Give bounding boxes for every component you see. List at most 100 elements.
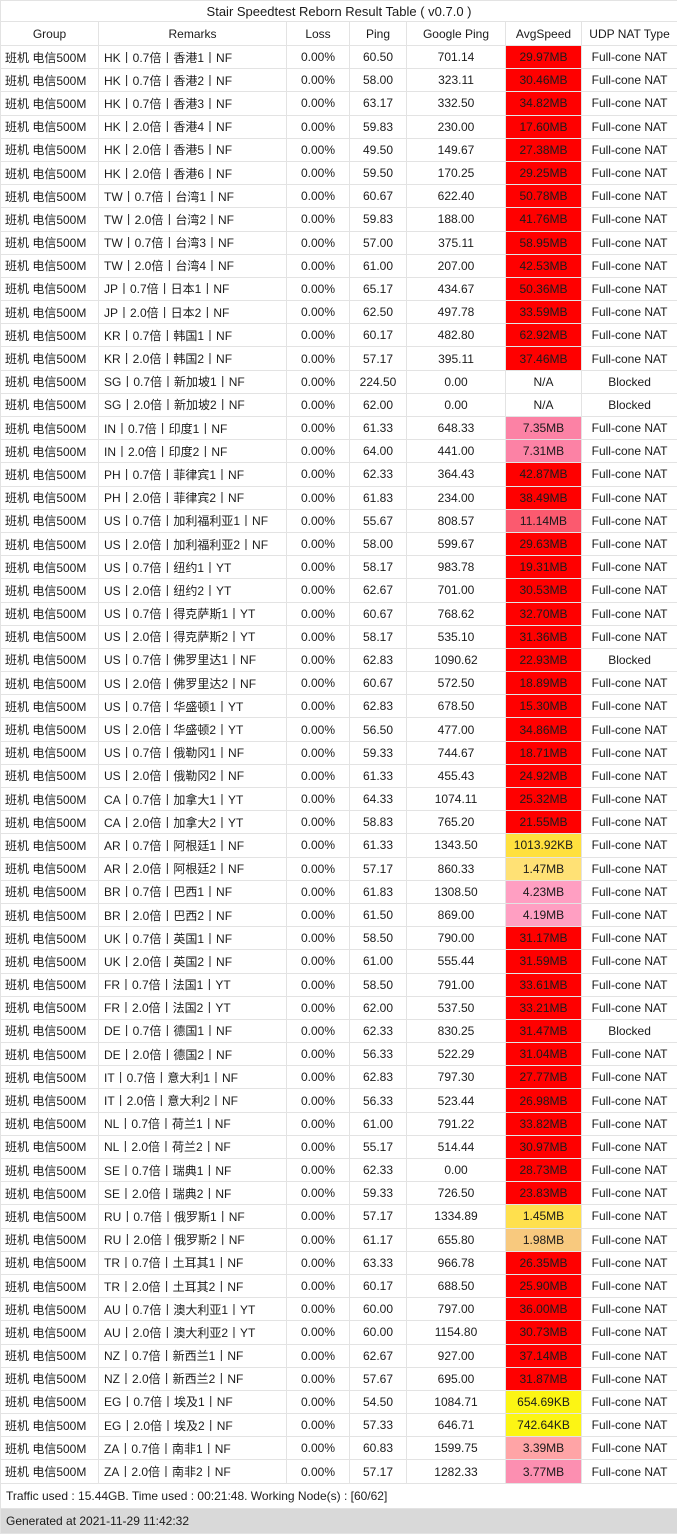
cell-loss: 0.00% bbox=[286, 902, 350, 928]
cell-google_ping: 170.25 bbox=[406, 160, 506, 186]
cell-ping: 64.33 bbox=[349, 786, 407, 812]
result-row: 班机 电信500M UK丨0.7倍丨英国1丨NF 0.00% 58.50 790.00 3… bbox=[0, 926, 677, 951]
cell-loss: 0.00% bbox=[286, 879, 350, 904]
cell-ping: 58.83 bbox=[349, 810, 407, 835]
cell-remarks: RU丨0.7倍丨俄罗斯1丨NF bbox=[98, 1204, 287, 1229]
cell-ping: 57.67 bbox=[349, 1366, 407, 1391]
cell-group: 班机 电信500M bbox=[0, 717, 99, 742]
cell-loss: 0.00% bbox=[286, 1065, 350, 1090]
cell-loss: 0.00% bbox=[286, 1436, 350, 1461]
cell-remarks: US丨0.7倍丨加利福利亚1丨NF bbox=[98, 508, 287, 533]
result-row: 班机 电信500M TW丨2.0倍丨台湾2丨NF 0.00% 59.83 188.00 4… bbox=[0, 207, 677, 232]
cell-group: 班机 电信500M bbox=[0, 786, 99, 812]
cell-nat: Full-cone NAT bbox=[580, 1459, 677, 1484]
cell-group: 班机 电信500M bbox=[0, 1204, 99, 1229]
cell-avgspeed: 1.45MB bbox=[505, 1204, 582, 1229]
cell-google_ping: 0.00 bbox=[406, 392, 506, 418]
result-row: 班机 电信500M SG丨0.7倍丨新加坡1丨NF 0.00% 224.50 0.00 N… bbox=[0, 369, 677, 394]
cell-nat: Full-cone NAT bbox=[580, 1227, 677, 1252]
cell-remarks: HK丨0.7倍丨香港2丨NF bbox=[98, 68, 287, 93]
cell-avgspeed: 26.35MB bbox=[505, 1250, 582, 1275]
result-row: 班机 电信500M DE丨2.0倍丨德国2丨NF 0.00% 56.33 522.29 3… bbox=[0, 1042, 677, 1067]
cell-remarks: NL丨0.7倍丨荷兰1丨NF bbox=[98, 1111, 287, 1136]
cell-google_ping: 477.00 bbox=[406, 717, 506, 742]
cell-avgspeed: 3.39MB bbox=[505, 1436, 582, 1461]
result-row: 班机 电信500M SG丨2.0倍丨新加坡2丨NF 0.00% 62.00 0.00 N/… bbox=[0, 392, 677, 418]
cell-loss: 0.00% bbox=[286, 1042, 350, 1067]
cell-loss: 0.00% bbox=[286, 555, 350, 580]
cell-loss: 0.00% bbox=[286, 740, 350, 765]
cell-avgspeed: 33.61MB bbox=[505, 972, 582, 997]
cell-ping: 54.50 bbox=[349, 1389, 407, 1415]
cell-remarks: NL丨2.0倍丨荷兰2丨NF bbox=[98, 1134, 287, 1160]
cell-remarks: IN丨2.0倍丨印度2丨NF bbox=[98, 439, 287, 464]
cell-group: 班机 电信500M bbox=[0, 508, 99, 533]
cell-remarks: EG丨2.0倍丨埃及2丨NF bbox=[98, 1413, 287, 1438]
cell-google_ping: 797.00 bbox=[406, 1297, 506, 1322]
cell-google_ping: 535.10 bbox=[406, 624, 506, 649]
cell-avgspeed: 18.89MB bbox=[505, 671, 582, 696]
cell-avgspeed: 31.36MB bbox=[505, 624, 582, 649]
cell-nat: Full-cone NAT bbox=[580, 508, 677, 533]
cell-nat: Full-cone NAT bbox=[580, 1181, 677, 1206]
cell-remarks: HK丨0.7倍丨香港1丨NF bbox=[98, 44, 287, 70]
cell-nat: Full-cone NAT bbox=[580, 1250, 677, 1275]
cell-remarks: HK丨2.0倍丨香港5丨NF bbox=[98, 137, 287, 162]
result-row: 班机 电信500M IT丨0.7倍丨意大利1丨NF 0.00% 62.83 797.30… bbox=[0, 1065, 677, 1090]
cell-nat: Full-cone NAT bbox=[580, 1436, 677, 1461]
cell-avgspeed: 29.63MB bbox=[505, 531, 582, 557]
cell-remarks: NZ丨2.0倍丨新西兰2丨NF bbox=[98, 1366, 287, 1391]
cell-loss: 0.00% bbox=[286, 462, 350, 487]
cell-ping: 56.33 bbox=[349, 1088, 407, 1113]
cell-avgspeed: 31.87MB bbox=[505, 1366, 582, 1391]
cell-loss: 0.00% bbox=[286, 1088, 350, 1113]
cell-google_ping: 744.67 bbox=[406, 740, 506, 765]
cell-remarks: KR丨0.7倍丨韩国1丨NF bbox=[98, 323, 287, 348]
cell-google_ping: 1599.75 bbox=[406, 1436, 506, 1461]
cell-google_ping: 790.00 bbox=[406, 926, 506, 951]
cell-group: 班机 电信500M bbox=[0, 392, 99, 418]
cell-avgspeed: 34.86MB bbox=[505, 717, 582, 742]
cell-loss: 0.00% bbox=[286, 995, 350, 1020]
cell-remarks: JP丨2.0倍丨日本2丨NF bbox=[98, 300, 287, 325]
cell-group: 班机 电信500M bbox=[0, 485, 99, 510]
cell-loss: 0.00% bbox=[286, 671, 350, 696]
cell-group: 班机 电信500M bbox=[0, 68, 99, 93]
cell-ping: 57.17 bbox=[349, 856, 407, 881]
cell-loss: 0.00% bbox=[286, 184, 350, 209]
cell-loss: 0.00% bbox=[286, 253, 350, 278]
cell-loss: 0.00% bbox=[286, 392, 350, 418]
cell-avgspeed: 33.82MB bbox=[505, 1111, 582, 1136]
cell-nat: Full-cone NAT bbox=[580, 717, 677, 742]
result-row: 班机 电信500M HK丨2.0倍丨香港6丨NF 0.00% 59.50 170.25 2… bbox=[0, 160, 677, 186]
cell-google_ping: 869.00 bbox=[406, 902, 506, 928]
cell-loss: 0.00% bbox=[286, 230, 350, 255]
cell-ping: 57.00 bbox=[349, 230, 407, 255]
column-header-ping: Ping bbox=[349, 21, 407, 46]
cell-nat: Full-cone NAT bbox=[580, 323, 677, 348]
cell-avgspeed: 50.78MB bbox=[505, 184, 582, 209]
cell-remarks: US丨0.7倍丨华盛顿1丨YT bbox=[98, 694, 287, 719]
cell-loss: 0.00% bbox=[286, 531, 350, 557]
cell-ping: 63.17 bbox=[349, 91, 407, 116]
cell-group: 班机 电信500M bbox=[0, 44, 99, 70]
result-row: 班机 电信500M US丨0.7倍丨俄勒冈1丨NF 0.00% 59.33 744.67… bbox=[0, 740, 677, 765]
cell-group: 班机 电信500M bbox=[0, 1343, 99, 1368]
cell-google_ping: 1343.50 bbox=[406, 833, 506, 858]
cell-ping: 60.83 bbox=[349, 1436, 407, 1461]
result-row: 班机 电信500M US丨2.0倍丨纽约2丨YT 0.00% 62.67 701.00 3… bbox=[0, 578, 677, 603]
cell-ping: 60.67 bbox=[349, 184, 407, 209]
cell-ping: 62.67 bbox=[349, 578, 407, 603]
cell-loss: 0.00% bbox=[286, 810, 350, 835]
cell-remarks: SG丨2.0倍丨新加坡2丨NF bbox=[98, 392, 287, 418]
cell-google_ping: 332.50 bbox=[406, 91, 506, 116]
cell-nat: Full-cone NAT bbox=[580, 926, 677, 951]
cell-group: 班机 电信500M bbox=[0, 114, 99, 139]
cell-group: 班机 电信500M bbox=[0, 972, 99, 997]
result-row: 班机 电信500M SE丨0.7倍丨瑞典1丨NF 0.00% 62.33 0.00 28.… bbox=[0, 1157, 677, 1183]
cell-ping: 60.17 bbox=[349, 1273, 407, 1299]
cell-ping: 55.17 bbox=[349, 1134, 407, 1160]
traffic-summary: Traffic used : 15.44GB. Time used : 00:2… bbox=[0, 1482, 677, 1509]
